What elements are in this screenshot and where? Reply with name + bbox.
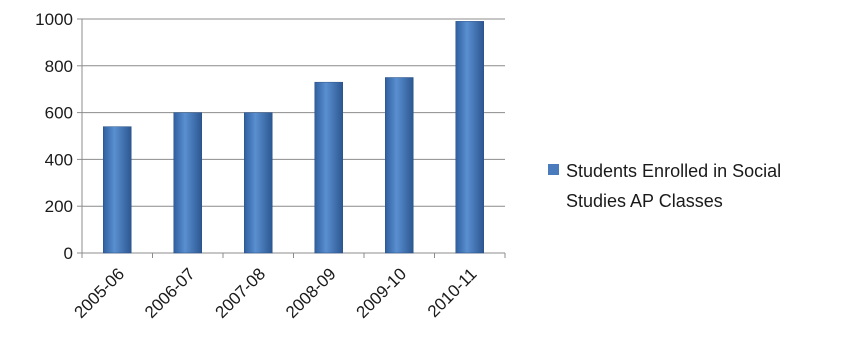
x-tick-label: 2007-08 [212,264,270,322]
legend: Students Enrolled in Social Studies AP C… [548,161,781,211]
x-tick-label: 2010-11 [424,264,481,321]
bar-2009-10 [385,77,414,254]
x-tick-labels: 2005-06 2006-07 2007-08 2008-09 2009-10 2010-… [71,264,481,322]
y-tick-labels: 0 200 400 600 800 1000 [35,10,73,263]
y-tick-label: 600 [45,104,73,123]
y-tick-label: 0 [64,244,73,263]
bar-2008-09 [314,81,343,254]
bar-2005-06 [103,126,132,254]
bar-2007-08 [244,112,273,254]
y-tick-label: 800 [45,57,73,76]
x-tick-label: 2008-09 [282,264,340,322]
x-tick-label: 2006-07 [141,264,199,322]
bar-2006-07 [173,112,202,254]
y-tick-label: 1000 [35,10,73,29]
legend-label-line-1: Students Enrolled in Social [566,161,781,181]
axes [77,18,506,258]
legend-label-line-2: Studies AP Classes [566,191,723,211]
y-tick-label: 400 [45,150,73,169]
gridlines [82,18,505,207]
x-tick-label: 2005-06 [71,264,129,322]
x-tick-label: 2009-10 [353,264,411,322]
bar-2010-11 [455,21,484,254]
legend-swatch [548,164,559,175]
y-tick-label: 200 [45,197,73,216]
bars [103,21,484,254]
